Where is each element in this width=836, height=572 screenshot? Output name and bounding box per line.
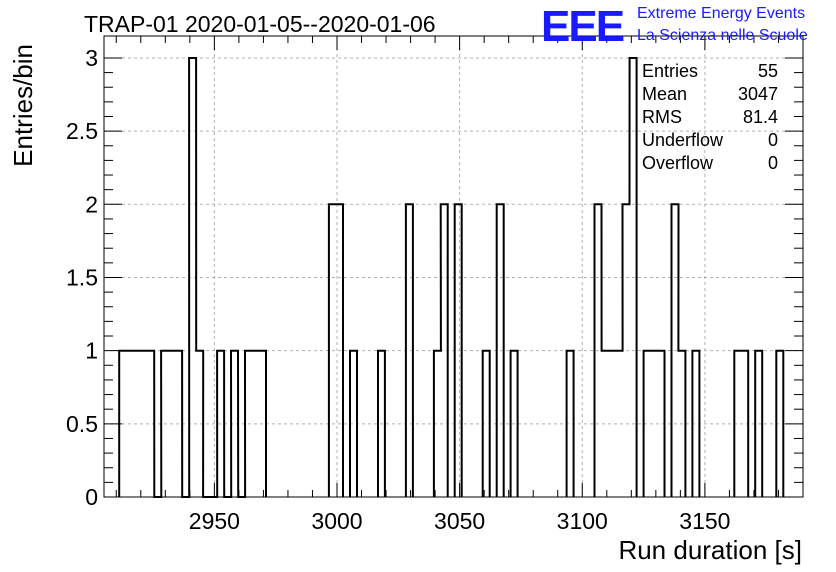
x-tick-label: 2950 <box>189 508 240 534</box>
stat-value: 81.4 <box>743 107 778 127</box>
y-tick-label: 0.5 <box>66 411 98 437</box>
stat-value: 0 <box>768 130 778 150</box>
x-axis-label: Run duration [s] <box>618 535 802 565</box>
y-axis: 0 0.5 1 1.5 2 2.5 3 <box>66 45 803 510</box>
stat-label: Overflow <box>642 153 714 173</box>
x-tick-label: 3050 <box>434 508 485 534</box>
y-tick-label: 1.5 <box>66 264 98 290</box>
stat-label: Entries <box>642 61 698 81</box>
histogram-outline <box>118 57 785 498</box>
stat-value: 0 <box>768 153 778 173</box>
stat-value: 55 <box>758 61 778 81</box>
eee-logo: EEE Extreme Energy Events La Scienza nel… <box>541 2 808 51</box>
x-tick-label: 3150 <box>679 508 730 534</box>
y-tick-label: 1 <box>85 338 98 364</box>
y-tick-label: 3 <box>85 45 98 71</box>
stat-label: Underflow <box>642 130 724 150</box>
stat-label: Mean <box>642 84 687 104</box>
y-tick-label: 0 <box>85 484 98 510</box>
logo-line-2: La Scienza nelle Scuole <box>637 27 808 44</box>
grid-lines <box>104 36 803 497</box>
x-tick-label: 3100 <box>557 508 608 534</box>
y-axis-label: Entries/bin <box>8 44 38 167</box>
stat-label: RMS <box>642 107 682 127</box>
x-axis: 2950 3000 3050 3100 3150 <box>115 36 804 534</box>
logo-mark: EEE <box>541 2 624 51</box>
stat-value: 3047 <box>738 84 778 104</box>
stats-box: Entries 55 Mean 3047 RMS 81.4 Underflow 0 Overfl… <box>642 61 778 173</box>
y-tick-label: 2 <box>85 191 98 217</box>
plot-frame <box>103 35 804 498</box>
logo-line-1: Extreme Energy Events <box>637 5 805 22</box>
x-tick-label: 3000 <box>311 508 362 534</box>
y-tick-label: 2.5 <box>66 118 98 144</box>
chart-title: TRAP-01 2020-01-05--2020-01-06 <box>84 11 436 37</box>
